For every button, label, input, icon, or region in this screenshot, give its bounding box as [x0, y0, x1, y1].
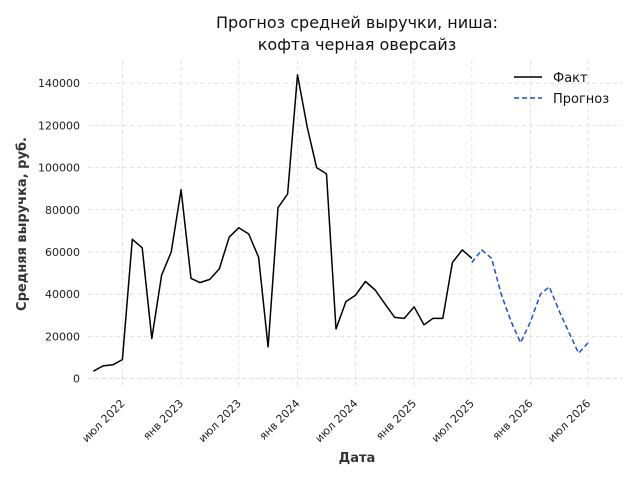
x-tick-label: июл 2024: [313, 397, 361, 445]
y-axis-label: Средняя выручка, руб.: [15, 137, 30, 311]
y-tick-label: 20000: [45, 330, 80, 343]
y-tick-label: 0: [73, 373, 80, 386]
x-axis-ticks: июл 2022 янв 2023 июл 2023 янв 2024 июл 2024…: [80, 397, 594, 445]
grid: [88, 60, 622, 387]
x-tick-label: июл 2026: [545, 397, 593, 445]
x-tick-label: янв 2024: [257, 397, 303, 443]
y-tick-label: 140000: [38, 77, 80, 90]
chart-subtitle: кофта черная оверсайз: [258, 35, 457, 54]
x-tick-label: янв 2025: [373, 397, 419, 443]
x-tick-label: июл 2025: [429, 397, 477, 445]
y-tick-label: 40000: [45, 288, 80, 301]
x-tick-label: июл 2023: [196, 397, 244, 445]
legend: Факт Прогноз: [514, 71, 609, 107]
series-line-fact: [93, 74, 473, 372]
x-axis-label: Дата: [339, 451, 376, 466]
y-tick-label: 100000: [38, 162, 80, 175]
x-tick-label: янв 2026: [490, 397, 536, 443]
legend-label-fact: Факт: [553, 71, 588, 86]
series-lines: [93, 74, 589, 372]
series-line-forecast: [471, 249, 589, 354]
y-tick-label: 120000: [38, 119, 80, 132]
chart-title: Прогноз средней выручки, ниша:: [216, 13, 498, 32]
x-tick-label: янв 2023: [140, 397, 186, 443]
y-tick-label: 80000: [45, 204, 80, 217]
y-axis-ticks: 0 20000 40000 60000 80000 100000 120000 140000: [38, 77, 80, 385]
y-tick-label: 60000: [45, 246, 80, 259]
x-tick-label: июл 2022: [80, 397, 128, 445]
legend-label-forecast: Прогноз: [553, 92, 609, 107]
